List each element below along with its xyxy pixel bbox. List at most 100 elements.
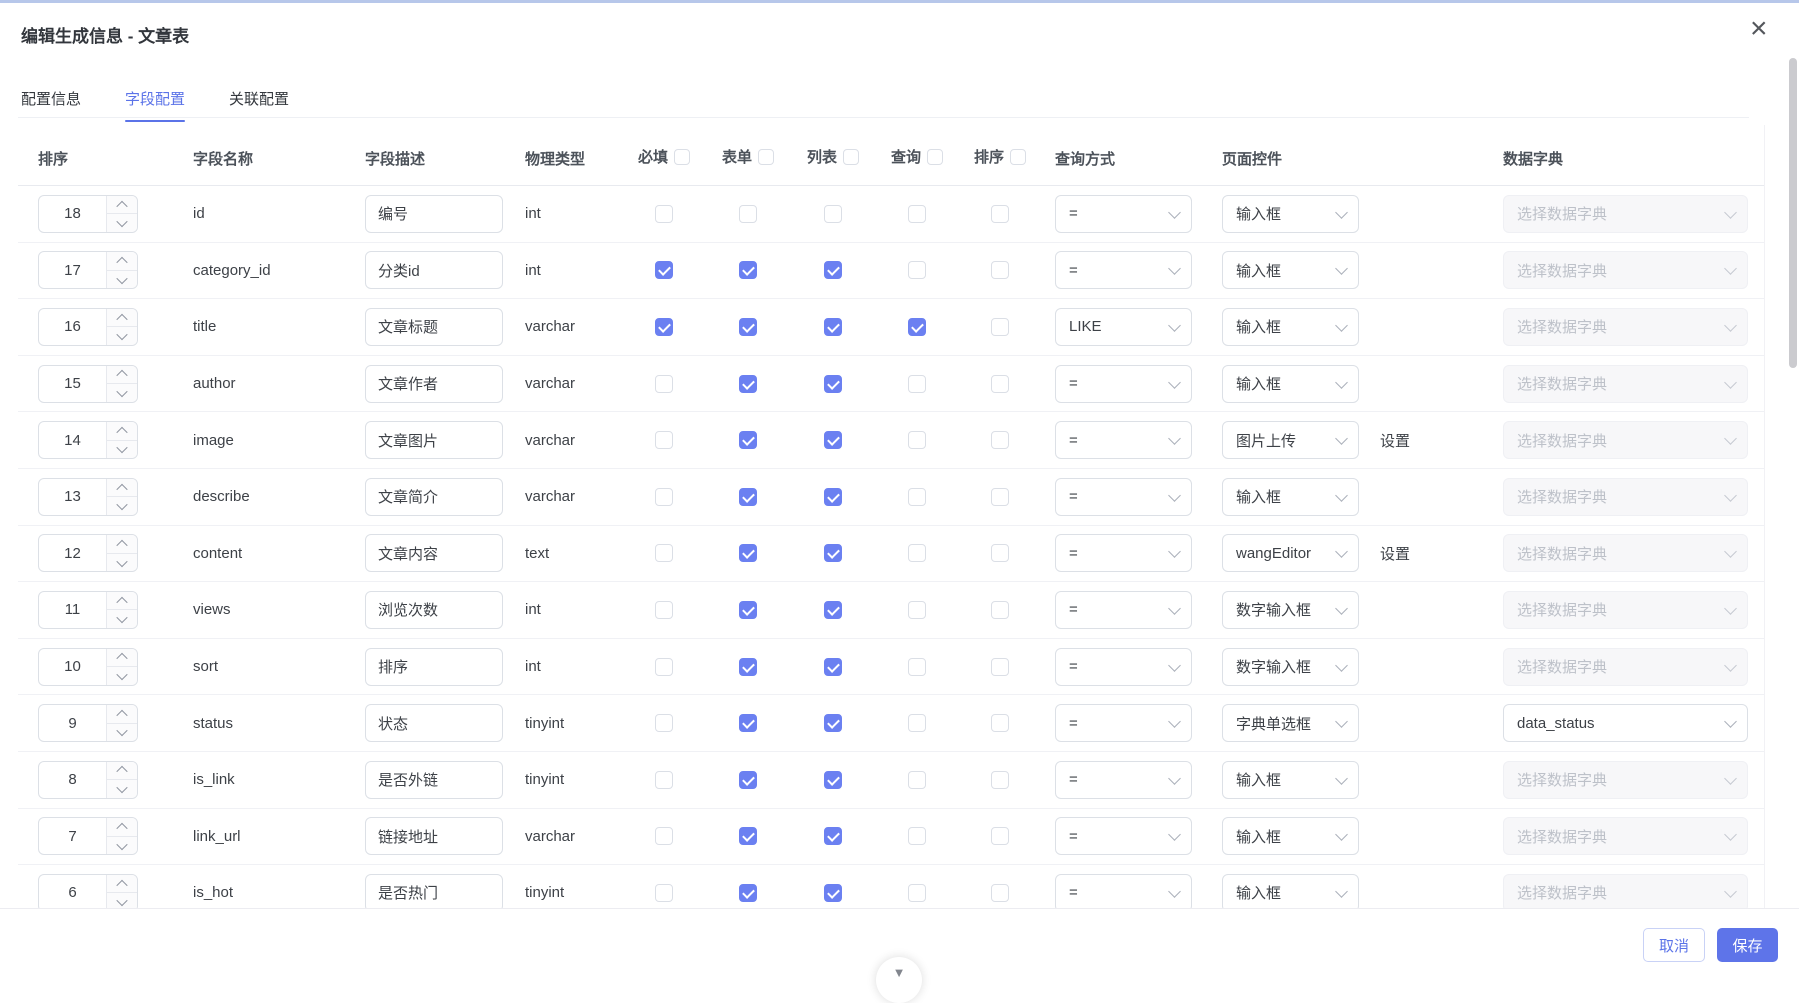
sort-decrease-button[interactable] bbox=[107, 893, 137, 911]
scroll-down-button[interactable]: ▼ bbox=[876, 957, 922, 1003]
query-method-select[interactable]: = bbox=[1055, 704, 1192, 743]
required-checkbox[interactable] bbox=[655, 827, 673, 846]
page-control-select[interactable]: 字典单选框 bbox=[1222, 704, 1359, 743]
order-checkbox[interactable] bbox=[991, 261, 1009, 280]
data-dict-select[interactable]: 选择数据字典 bbox=[1503, 421, 1748, 460]
list-checkbox[interactable] bbox=[824, 431, 842, 450]
form-checkbox[interactable] bbox=[739, 374, 757, 393]
list-checkbox[interactable] bbox=[824, 544, 842, 563]
page-control-select[interactable]: 输入框 bbox=[1222, 817, 1359, 856]
data-dict-select[interactable]: 选择数据字典 bbox=[1503, 590, 1748, 629]
query-checkbox[interactable] bbox=[908, 261, 926, 280]
sort-increase-button[interactable] bbox=[107, 308, 137, 328]
page-control-select[interactable]: 输入框 bbox=[1222, 760, 1359, 799]
field-desc-input[interactable] bbox=[365, 534, 503, 573]
query-method-select[interactable]: = bbox=[1055, 251, 1192, 290]
sort-value-input[interactable] bbox=[39, 761, 106, 798]
order-checkbox[interactable] bbox=[991, 827, 1009, 846]
form-checkbox[interactable] bbox=[739, 714, 757, 733]
dialog-tab-1[interactable]: 字段配置 bbox=[125, 88, 186, 122]
query-checkbox[interactable] bbox=[908, 487, 926, 506]
field-desc-input[interactable] bbox=[365, 590, 503, 629]
sort-increase-button[interactable] bbox=[107, 874, 137, 894]
sort-value-input[interactable] bbox=[39, 818, 106, 855]
form-checkbox[interactable] bbox=[739, 487, 757, 506]
sort-increase-button[interactable] bbox=[107, 761, 137, 781]
data-dict-select[interactable]: 选择数据字典 bbox=[1503, 873, 1748, 912]
required-checkbox[interactable] bbox=[655, 317, 673, 336]
sort-value-input[interactable] bbox=[39, 308, 106, 345]
settings-link[interactable]: 设置 bbox=[1380, 545, 1411, 563]
order-checkbox[interactable] bbox=[991, 487, 1009, 506]
query-checkbox[interactable] bbox=[908, 374, 926, 393]
query-checkbox[interactable] bbox=[908, 544, 926, 563]
sort-increase-button[interactable] bbox=[107, 535, 137, 554]
query-method-select[interactable]: = bbox=[1055, 760, 1192, 799]
sort-value-input[interactable] bbox=[39, 422, 106, 459]
required-checkbox[interactable] bbox=[655, 883, 673, 902]
form-checkbox[interactable] bbox=[739, 317, 757, 336]
sort-decrease-button[interactable] bbox=[107, 440, 137, 459]
required-checkbox[interactable] bbox=[655, 374, 673, 393]
order-checkbox[interactable] bbox=[991, 883, 1009, 902]
field-desc-input[interactable] bbox=[365, 873, 503, 912]
save-button[interactable]: 保存 bbox=[1717, 928, 1778, 962]
query-checkbox[interactable] bbox=[908, 714, 926, 733]
list-checkbox[interactable] bbox=[824, 657, 842, 676]
sort-decrease-button[interactable] bbox=[107, 780, 137, 798]
query-checkbox[interactable] bbox=[908, 317, 926, 336]
form-checkbox[interactable] bbox=[739, 261, 757, 280]
list-checkbox[interactable] bbox=[824, 770, 842, 789]
query-method-select[interactable]: = bbox=[1055, 477, 1192, 516]
sort-decrease-button[interactable] bbox=[107, 723, 137, 742]
form-checkbox[interactable] bbox=[739, 431, 757, 450]
sort-increase-button[interactable] bbox=[107, 648, 137, 668]
order-checkbox[interactable] bbox=[991, 657, 1009, 676]
sort-decrease-button[interactable] bbox=[107, 214, 137, 232]
query-checkbox[interactable] bbox=[908, 600, 926, 619]
query-checkbox[interactable] bbox=[908, 827, 926, 846]
dialog-tab-2[interactable]: 关联配置 bbox=[229, 91, 290, 108]
close-icon[interactable]: × bbox=[1750, 12, 1768, 45]
page-control-select[interactable]: 输入框 bbox=[1222, 364, 1359, 403]
order-checkbox[interactable] bbox=[991, 431, 1009, 450]
cancel-button[interactable]: 取消 bbox=[1643, 928, 1705, 962]
order-checkbox[interactable] bbox=[991, 600, 1009, 619]
page-control-select[interactable]: 图片上传 bbox=[1222, 421, 1359, 460]
required-checkbox[interactable] bbox=[655, 600, 673, 619]
query-method-select[interactable]: = bbox=[1055, 534, 1192, 573]
data-dict-select[interactable]: data_status bbox=[1503, 704, 1748, 743]
list-checkbox[interactable] bbox=[824, 204, 842, 223]
list-checkbox[interactable] bbox=[824, 827, 842, 846]
field-desc-input[interactable] bbox=[365, 647, 503, 686]
query-checkbox[interactable] bbox=[908, 431, 926, 450]
form-checkbox[interactable] bbox=[739, 883, 757, 902]
page-control-select[interactable]: 数字输入框 bbox=[1222, 590, 1359, 629]
data-dict-select[interactable]: 选择数据字典 bbox=[1503, 817, 1748, 856]
form-checkbox[interactable] bbox=[739, 827, 757, 846]
order-checkbox[interactable] bbox=[991, 544, 1009, 563]
sort-decrease-button[interactable] bbox=[107, 667, 137, 685]
sort-value-input[interactable] bbox=[39, 648, 106, 685]
list-checkbox[interactable] bbox=[824, 487, 842, 506]
sort-value-input[interactable] bbox=[39, 478, 106, 515]
dialog-tab-0[interactable]: 配置信息 bbox=[21, 91, 82, 108]
data-dict-select[interactable]: 选择数据字典 bbox=[1503, 194, 1748, 233]
form-select-all-checkbox[interactable] bbox=[758, 148, 775, 165]
order-checkbox[interactable] bbox=[991, 770, 1009, 789]
page-control-select[interactable]: 数字输入框 bbox=[1222, 647, 1359, 686]
list-checkbox[interactable] bbox=[824, 883, 842, 902]
query-method-select[interactable]: = bbox=[1055, 364, 1192, 403]
data-dict-select[interactable]: 选择数据字典 bbox=[1503, 477, 1748, 516]
field-desc-input[interactable] bbox=[365, 194, 503, 233]
query-method-select[interactable]: = bbox=[1055, 817, 1192, 856]
query-checkbox[interactable] bbox=[908, 883, 926, 902]
data-dict-select[interactable]: 选择数据字典 bbox=[1503, 760, 1748, 799]
query-checkbox[interactable] bbox=[908, 770, 926, 789]
required-checkbox[interactable] bbox=[655, 204, 673, 223]
order-checkbox[interactable] bbox=[991, 317, 1009, 336]
field-desc-input[interactable] bbox=[365, 477, 503, 516]
form-checkbox[interactable] bbox=[739, 204, 757, 223]
form-checkbox[interactable] bbox=[739, 657, 757, 676]
required-checkbox[interactable] bbox=[655, 657, 673, 676]
